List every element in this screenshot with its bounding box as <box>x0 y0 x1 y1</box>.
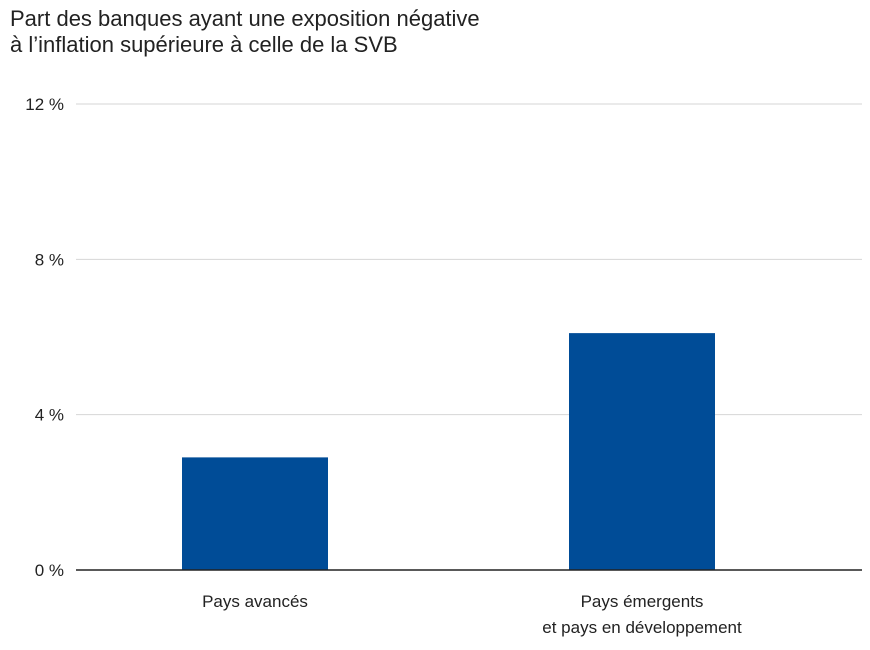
x-tick-label: Pays avancés <box>202 592 308 611</box>
y-tick-label: 4 % <box>35 406 64 425</box>
bar <box>569 333 715 570</box>
chart-title-line-1: Part des banques ayant une exposition né… <box>10 6 480 31</box>
chart-title: Part des banques ayant une exposition né… <box>10 6 480 58</box>
x-tick-label: Pays émergents <box>581 592 704 611</box>
bar <box>182 457 328 570</box>
chart-title-line-2: à l’inflation supérieure à celle de la S… <box>10 32 398 57</box>
y-tick-label: 8 % <box>35 250 64 269</box>
y-tick-label: 12 % <box>25 95 64 114</box>
y-tick-label: 0 % <box>35 561 64 580</box>
x-tick-label: et pays en développement <box>542 618 742 637</box>
